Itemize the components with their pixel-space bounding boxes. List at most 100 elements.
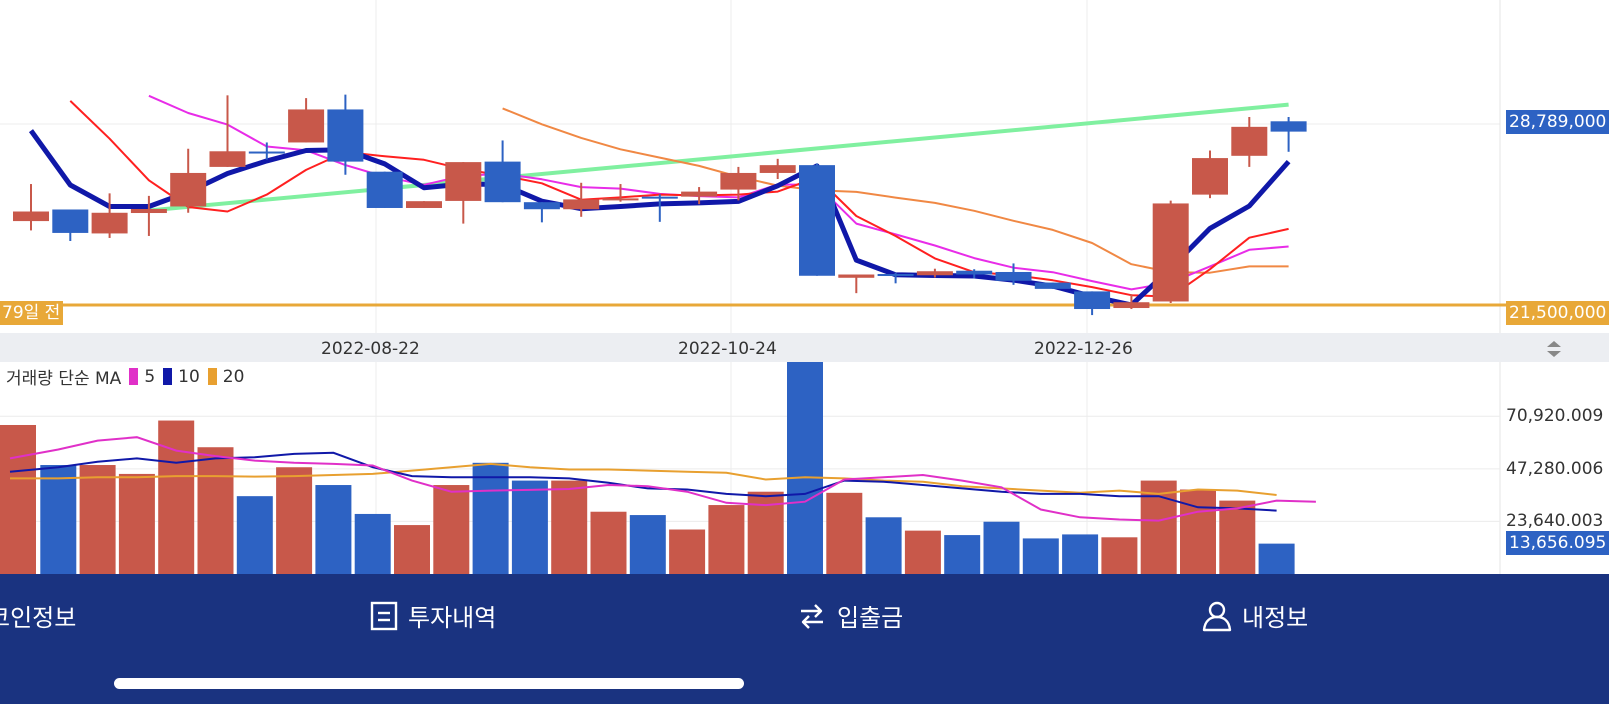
- volume-bar: [708, 505, 745, 574]
- volume-ma-line: [9, 436, 1316, 522]
- candle-body: [170, 172, 207, 207]
- candle-body: [956, 270, 993, 275]
- candle-body: [523, 202, 560, 210]
- volume-y-tick-2: 47,280.006: [1506, 459, 1604, 479]
- candle-body: [209, 151, 246, 167]
- candle-body: [130, 208, 167, 214]
- volume-bar: [904, 530, 941, 574]
- home-indicator: [114, 678, 744, 689]
- volume-legend-title: 거래량 단순 MA: [6, 369, 122, 389]
- legend-label-ma5: 5: [144, 366, 156, 387]
- tab-deposit-withdraw-label: 입출금: [837, 604, 904, 632]
- volume-ma-line: [10, 462, 1277, 496]
- candle-body: [995, 271, 1032, 281]
- price-ma-line: [148, 94, 1289, 291]
- volume-bar: [1022, 538, 1059, 574]
- x-tick-2: 2022-10-24: [678, 339, 777, 359]
- candle-body: [91, 212, 128, 234]
- volume-y-tick-3: 23,640.003: [1506, 511, 1604, 531]
- tab-coin-info[interactable]: 코인정보: [0, 598, 76, 633]
- chart-area[interactable]: 79일 전 28,789,000 21,500,000 2022-08-22 2…: [0, 0, 1609, 574]
- candle-body: [1074, 291, 1111, 310]
- volume-bar: [1258, 543, 1295, 574]
- price-ma-line: [69, 100, 1289, 298]
- x-tick-1: 2022-08-22: [321, 339, 420, 359]
- volume-bar: [315, 485, 352, 574]
- current-volume-tag: 13,656.095: [1506, 531, 1609, 555]
- legend-label-ma10: 10: [178, 366, 200, 387]
- volume-bar: [236, 496, 273, 574]
- volume-bar: [551, 480, 588, 574]
- legend-swatch-ma10: [163, 368, 173, 385]
- legend-swatch-ma5: [129, 368, 139, 385]
- volume-bar: [1062, 534, 1099, 574]
- volume-bar: [1219, 500, 1256, 574]
- tab-my-info[interactable]: 내정보: [1202, 598, 1308, 633]
- trendline: [148, 102, 1289, 213]
- candle-body: [288, 109, 325, 143]
- candle-body: [877, 274, 914, 277]
- candle-body: [1231, 126, 1268, 156]
- volume-bar: [983, 521, 1020, 574]
- person-icon: [1202, 601, 1232, 631]
- volume-bar: [787, 362, 823, 574]
- pane-resize-handle[interactable]: [1544, 339, 1564, 359]
- candle-body: [1152, 203, 1189, 302]
- candle-body: [1034, 282, 1071, 289]
- volume-bar: [669, 529, 706, 574]
- date-axis-bar: [0, 333, 1609, 362]
- volume-legend: 거래량 단순 MA 5 10 20: [6, 364, 245, 390]
- reference-note-tag: 79일 전: [0, 301, 64, 325]
- volume-bar: [0, 424, 36, 574]
- price-volume-chart[interactable]: [0, 0, 1609, 574]
- candle-body: [720, 172, 757, 190]
- volume-bar: [590, 511, 627, 574]
- candle-body: [445, 162, 482, 201]
- volume-bar: [118, 473, 155, 574]
- candle-body: [1270, 121, 1307, 132]
- volume-bar: [944, 535, 981, 574]
- candle-body: [641, 196, 678, 199]
- legend-swatch-ma20: [207, 368, 217, 385]
- candle-body: [13, 211, 49, 222]
- volume-y-tick-1: 70,920.009: [1506, 406, 1604, 426]
- volume-bar: [40, 465, 77, 574]
- candle-body: [327, 109, 364, 162]
- tab-coin-info-label: 코인정보: [0, 604, 77, 632]
- volume-bar: [1180, 489, 1216, 574]
- reference-price-tag: 21,500,000: [1506, 301, 1609, 325]
- current-price-tag: 28,789,000: [1506, 110, 1609, 134]
- legend-label-ma20: 20: [222, 366, 245, 387]
- volume-bar: [197, 447, 234, 574]
- candle-body: [366, 171, 403, 208]
- volume-bar: [276, 467, 313, 574]
- candle-body: [248, 151, 285, 154]
- volume-bar: [79, 465, 116, 574]
- candle-body: [52, 209, 89, 233]
- volume-bar: [433, 485, 470, 574]
- candle-body: [406, 201, 442, 208]
- candle-body: [1113, 302, 1150, 309]
- tab-investment-history-label: 투자내역: [408, 604, 497, 632]
- bottom-tab-bar: 코인정보 투자내역 입출금 내정보: [0, 574, 1609, 704]
- candle-body: [916, 271, 953, 276]
- volume-bar: [826, 492, 863, 574]
- tab-investment-history[interactable]: 투자내역: [370, 598, 496, 633]
- tab-my-info-label: 내정보: [1242, 604, 1309, 632]
- volume-bar: [629, 515, 666, 574]
- candle-body: [759, 165, 796, 173]
- volume-bar: [354, 513, 391, 574]
- candle-body: [563, 199, 600, 210]
- x-tick-3: 2022-12-26: [1034, 339, 1133, 359]
- tab-deposit-withdraw[interactable]: 입출금: [797, 598, 903, 633]
- document-icon: [370, 601, 398, 630]
- resize-arrows-icon: [1547, 341, 1561, 357]
- candle-body: [681, 191, 718, 197]
- volume-bar: [511, 480, 548, 574]
- volume-bar: [394, 525, 430, 574]
- volume-bar: [472, 462, 509, 574]
- candle-body: [484, 161, 521, 203]
- volume-bar: [1101, 537, 1138, 574]
- candle-body: [1192, 158, 1228, 195]
- candle-body: [602, 198, 639, 201]
